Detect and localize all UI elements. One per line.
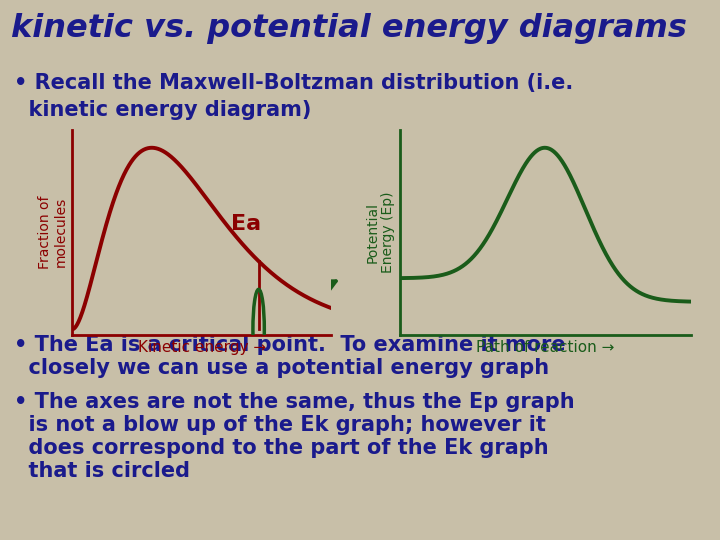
Text: • The axes are not the same, thus the Ep graph
  is not a blow up of the Ek grap: • The axes are not the same, thus the Ep… [14, 392, 575, 481]
X-axis label: Path of reaction →: Path of reaction → [476, 340, 615, 355]
Text: • Recall the Maxwell-Boltzman distribution (i.e.: • Recall the Maxwell-Boltzman distributi… [14, 73, 574, 93]
Text: kinetic energy diagram): kinetic energy diagram) [14, 100, 312, 120]
Text: • The Ea is a critical point.  To examine it more
  closely we can use a potenti: • The Ea is a critical point. To examine… [14, 335, 566, 378]
Text: kinetic vs. potential energy diagrams: kinetic vs. potential energy diagrams [11, 14, 687, 44]
Text: Ea: Ea [230, 214, 261, 234]
Y-axis label: Potential
Energy (Ep): Potential Energy (Ep) [365, 192, 395, 273]
Y-axis label: Fraction of
molecules: Fraction of molecules [37, 195, 68, 269]
X-axis label: Kinetic energy →: Kinetic energy → [138, 340, 266, 355]
